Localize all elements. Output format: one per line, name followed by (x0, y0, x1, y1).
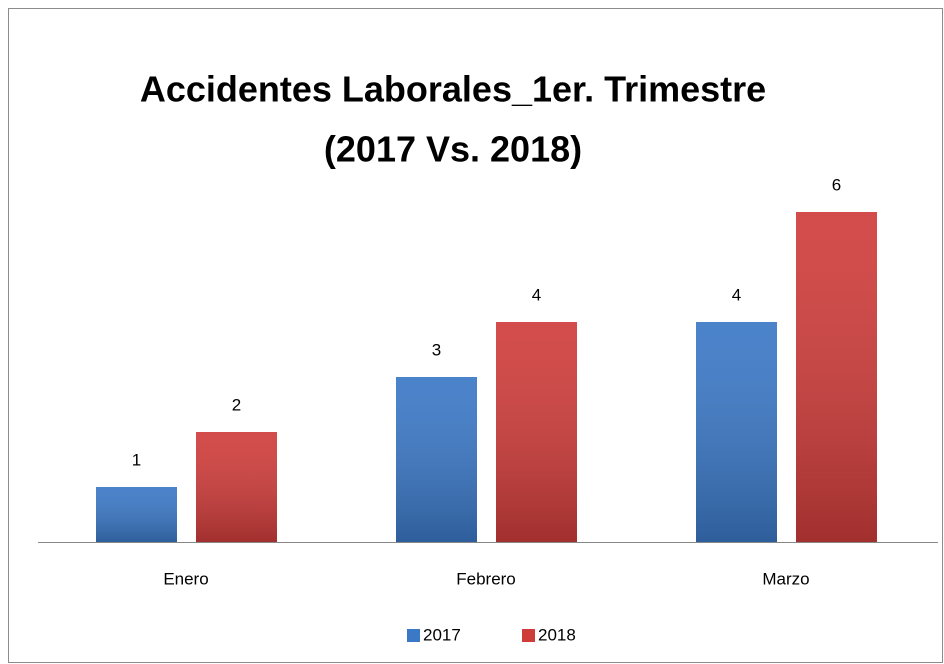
legend-label: 2017 (423, 625, 461, 644)
data-label: 1 (132, 450, 141, 469)
bar-shade (96, 487, 177, 542)
chart-title: (2017 Vs. 2018) (324, 129, 582, 170)
data-label: 6 (832, 175, 841, 194)
legend-swatch (407, 629, 420, 642)
bar-shade (496, 322, 577, 542)
data-label: 2 (232, 395, 241, 414)
x-tick-label: Febrero (456, 569, 516, 588)
x-tick-label: Marzo (762, 569, 809, 588)
chart-frame (8, 8, 943, 663)
bar-shade (796, 212, 877, 542)
bar-shade (396, 377, 477, 542)
bar-shade (696, 322, 777, 542)
data-label: 3 (432, 340, 441, 359)
data-label: 4 (732, 285, 741, 304)
data-label: 4 (532, 285, 541, 304)
x-tick-label: Enero (163, 569, 208, 588)
legend-label: 2018 (538, 625, 576, 644)
chart-title: Accidentes Laborales_1er. Trimestre (140, 69, 766, 110)
bar-shade (196, 432, 277, 542)
legend-swatch (522, 629, 535, 642)
